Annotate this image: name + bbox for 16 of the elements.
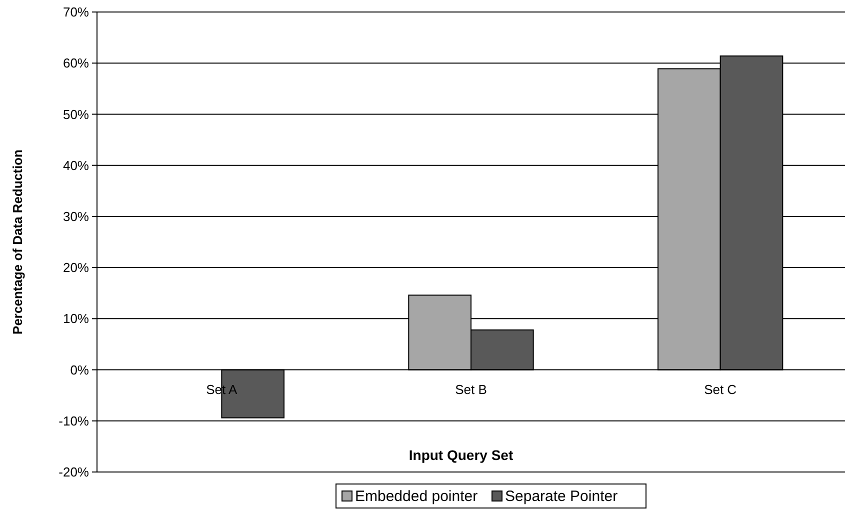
y-tick-label: 30%	[62, 208, 90, 224]
y-tick-label: 40%	[62, 158, 90, 173]
legend-label: Separate Pointer	[505, 488, 618, 505]
y-axis-title: Percentage of Data Reduction	[10, 149, 25, 334]
y-tick-label: 10%	[62, 311, 90, 326]
y-tick-label: 70%	[62, 4, 90, 20]
y-tick-label: 20%	[62, 260, 90, 276]
y-tick-label: -10%	[58, 413, 90, 428]
x-tick-label: Set B	[455, 382, 487, 397]
y-tick-label: 0%	[70, 362, 90, 378]
legend-label: Embedded pointer	[355, 488, 478, 505]
x-axis-title: Input Query Set	[408, 447, 514, 463]
x-tick-label: Set C	[704, 382, 737, 397]
y-tick-label: 60%	[62, 56, 90, 71]
y-tick-label: -20%	[58, 464, 90, 480]
y-tick-label: 50%	[62, 106, 90, 122]
